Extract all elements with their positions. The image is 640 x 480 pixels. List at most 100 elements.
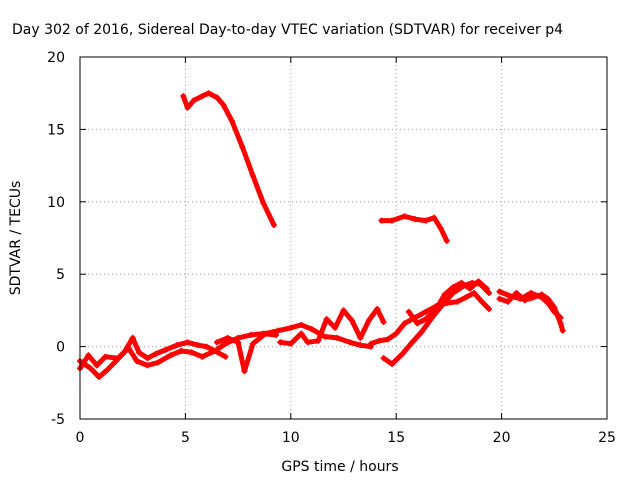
data-point (477, 297, 484, 304)
plot-frame (79, 56, 608, 420)
data-point (346, 339, 353, 346)
data-point (441, 291, 448, 298)
x-axis-label: GPS time / hours (281, 459, 398, 475)
data-series (77, 90, 566, 381)
data-point (462, 294, 469, 301)
data-point (152, 350, 159, 357)
series-arc-low-3 (214, 322, 374, 374)
data-point (422, 217, 429, 224)
data-point (154, 359, 161, 366)
data-point (401, 213, 408, 220)
data-point (334, 334, 341, 341)
data-point (485, 305, 492, 312)
grid-lines (80, 57, 607, 419)
data-point (393, 330, 400, 337)
data-point (184, 339, 191, 346)
x-tick-label: 25 (598, 430, 616, 446)
data-point (559, 327, 566, 334)
data-point (93, 362, 100, 369)
x-tick-label: 15 (387, 430, 405, 446)
data-point (114, 355, 121, 362)
y-tick-label: 15 (47, 122, 65, 138)
data-point (450, 284, 457, 291)
data-point (247, 332, 254, 339)
y-tick-label: 10 (47, 195, 65, 211)
data-point (507, 292, 514, 299)
data-point (323, 316, 330, 323)
data-point (513, 290, 520, 297)
data-point (102, 353, 109, 360)
data-point (298, 321, 305, 328)
series-arc-low-7 (406, 278, 490, 326)
data-point (450, 290, 457, 297)
data-point (454, 298, 461, 305)
data-point (287, 324, 294, 331)
data-point (228, 117, 235, 124)
data-point (144, 362, 151, 369)
data-point (184, 104, 191, 111)
data-point (431, 214, 438, 221)
data-point (203, 343, 210, 350)
data-point (180, 93, 187, 100)
data-point (214, 94, 221, 101)
data-point (458, 279, 465, 286)
y-axis-label: SDTVAR / TECUs (8, 181, 24, 296)
series-arc-high-a (180, 90, 277, 228)
data-point (340, 307, 347, 314)
data-point (222, 353, 229, 360)
data-point (260, 200, 267, 207)
data-point (380, 318, 387, 325)
axis-ticks: 0 5 10 15 20 25 -5 0 5 10 15 20 (47, 50, 616, 446)
data-point (557, 314, 564, 321)
data-point (365, 317, 372, 324)
data-point (551, 308, 558, 315)
data-point (376, 337, 383, 344)
data-point (517, 295, 524, 302)
data-point (222, 340, 229, 347)
data-point (211, 347, 218, 354)
data-point (239, 143, 246, 150)
data-point (374, 305, 381, 312)
data-point (287, 340, 294, 347)
data-point (388, 217, 395, 224)
data-point (205, 90, 212, 97)
data-point (380, 355, 387, 362)
x-tick-label: 20 (493, 430, 511, 446)
data-point (173, 342, 180, 349)
data-point (332, 324, 339, 331)
data-point (224, 334, 231, 341)
data-point (348, 317, 355, 324)
data-point (275, 327, 282, 334)
y-tick-label: 20 (47, 50, 65, 66)
data-point (401, 320, 408, 327)
data-point (95, 374, 102, 381)
data-point (315, 337, 322, 344)
data-point (405, 308, 412, 315)
y-tick-label: -5 (51, 412, 65, 428)
data-point (422, 316, 429, 323)
data-point (496, 295, 503, 302)
data-point (538, 294, 545, 301)
data-point (125, 345, 132, 352)
data-point (407, 340, 414, 347)
x-tick-label: 10 (282, 430, 300, 446)
data-point (544, 300, 551, 307)
data-point (220, 101, 227, 108)
data-point (418, 329, 425, 336)
data-point (136, 349, 143, 356)
data-point (163, 346, 170, 353)
data-point (178, 347, 185, 354)
data-point (129, 334, 136, 341)
data-point (496, 288, 503, 295)
data-point (298, 330, 305, 337)
data-point (483, 285, 490, 292)
chart-title: Day 302 of 2016, Sidereal Day-to-day VTE… (12, 22, 563, 38)
data-point (399, 350, 406, 357)
y-tick-label: 0 (56, 340, 65, 356)
data-point (87, 365, 94, 372)
data-point (504, 298, 511, 305)
data-point (277, 339, 284, 346)
data-point (85, 352, 92, 359)
data-point (367, 340, 374, 347)
